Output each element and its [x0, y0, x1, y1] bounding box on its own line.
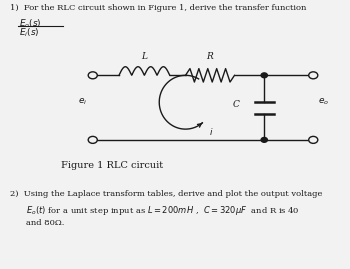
- Text: $E_o(t)$ for a unit step input as $L = 200mH$ ,  $C = 320\mu F$  and R is 40: $E_o(t)$ for a unit step input as $L = 2…: [26, 204, 300, 217]
- Text: $e_i$: $e_i$: [78, 97, 88, 108]
- Text: L: L: [141, 52, 147, 61]
- Text: R: R: [206, 52, 214, 61]
- Text: $i$: $i$: [209, 126, 214, 136]
- Text: $E_o(s)$: $E_o(s)$: [19, 17, 42, 30]
- Circle shape: [309, 136, 318, 143]
- Circle shape: [309, 72, 318, 79]
- Text: $e_o$: $e_o$: [318, 97, 330, 108]
- Text: 2)  Using the Laplace transform tables, derive and plot the output voltage: 2) Using the Laplace transform tables, d…: [10, 190, 323, 198]
- Text: $E_i(s)$: $E_i(s)$: [19, 27, 40, 39]
- Circle shape: [261, 137, 267, 142]
- Circle shape: [88, 136, 97, 143]
- Text: and 80Ω.: and 80Ω.: [26, 219, 65, 227]
- Text: Figure 1 RLC circuit: Figure 1 RLC circuit: [61, 161, 163, 170]
- Text: 1)  For the RLC circuit shown in Figure 1, derive the transfer function: 1) For the RLC circuit shown in Figure 1…: [10, 4, 307, 12]
- Circle shape: [261, 73, 267, 78]
- Circle shape: [88, 72, 97, 79]
- Text: C: C: [233, 100, 240, 109]
